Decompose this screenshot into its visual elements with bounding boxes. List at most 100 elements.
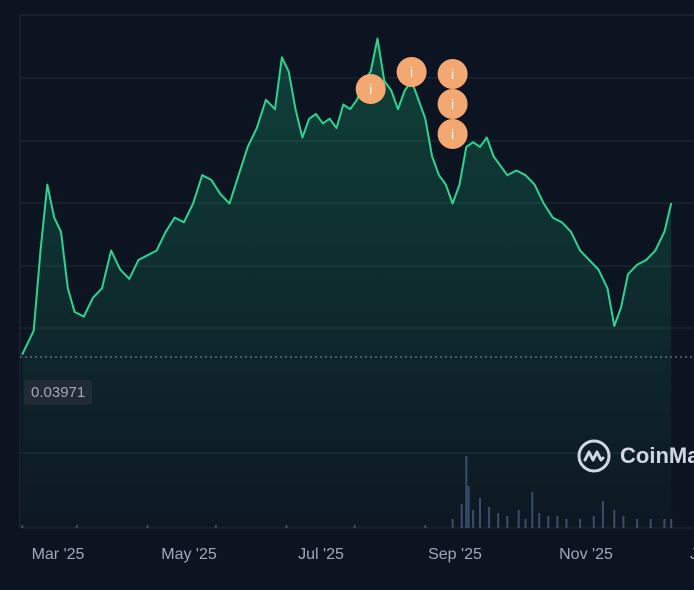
coinmarketcap-logo-icon bbox=[577, 439, 611, 473]
price-point-55 bbox=[451, 202, 454, 205]
price-point-29 bbox=[274, 108, 276, 110]
event-marker-2-1 bbox=[437, 89, 468, 119]
price-point-8 bbox=[83, 315, 85, 318]
price-point-58 bbox=[472, 141, 474, 143]
volume-bar-2 bbox=[146, 525, 149, 528]
price-point-57 bbox=[465, 146, 468, 148]
x-tick-label: J bbox=[690, 546, 694, 563]
price-point-31 bbox=[287, 70, 290, 73]
price-point-4 bbox=[53, 216, 55, 219]
price-point-76 bbox=[620, 306, 622, 309]
price-point-35 bbox=[315, 113, 317, 115]
coinmarketcap-watermark: CoinMa bbox=[576, 438, 694, 474]
volume-bar-10 bbox=[467, 486, 470, 528]
price-point-73 bbox=[597, 268, 600, 271]
volume-bar-13 bbox=[488, 507, 491, 528]
price-point-56 bbox=[458, 183, 461, 186]
volume-bar-14 bbox=[497, 513, 500, 528]
price-point-12 bbox=[119, 268, 121, 271]
volume-bar-20 bbox=[547, 516, 550, 528]
price-point-46 bbox=[390, 89, 393, 92]
price-point-62 bbox=[499, 165, 502, 167]
volume-bar-29 bbox=[649, 519, 652, 528]
price-point-80 bbox=[654, 249, 657, 252]
price-point-78 bbox=[636, 264, 638, 266]
event-marker-2-2 bbox=[437, 119, 468, 149]
price-point-69 bbox=[561, 221, 563, 224]
price-point-40 bbox=[349, 108, 352, 110]
price-point-59 bbox=[479, 146, 481, 148]
price-point-39 bbox=[342, 103, 345, 106]
volume-bar-24 bbox=[592, 516, 595, 528]
x-tick-label: Sep '25 bbox=[428, 546, 482, 563]
volume-bar-7 bbox=[451, 519, 454, 528]
price-point-13 bbox=[128, 278, 131, 280]
price-label: 0.03971 bbox=[24, 380, 93, 405]
x-tick-label: Mar '25 bbox=[32, 546, 85, 563]
volume-bar-25 bbox=[601, 501, 604, 528]
price-point-75 bbox=[613, 325, 616, 327]
price-point-63 bbox=[506, 174, 509, 176]
x-tick-label: Nov '25 bbox=[559, 546, 613, 563]
price-area-fill bbox=[22, 38, 672, 528]
price-point-50 bbox=[417, 99, 420, 101]
watermark-text: CoinMa bbox=[620, 443, 694, 468]
volume-bar-5 bbox=[353, 525, 356, 528]
price-point-1 bbox=[32, 329, 35, 332]
volume-bar-16 bbox=[517, 510, 520, 528]
price-point-25 bbox=[237, 174, 240, 176]
price-point-18 bbox=[174, 216, 176, 219]
price-point-38 bbox=[335, 127, 338, 129]
price-point-19 bbox=[183, 221, 185, 224]
price-point-44 bbox=[376, 37, 379, 40]
price-point-51 bbox=[424, 117, 427, 120]
volume-bar-21 bbox=[556, 516, 559, 528]
volume-bar-28 bbox=[636, 519, 639, 528]
price-point-22 bbox=[210, 179, 213, 181]
price-point-27 bbox=[255, 127, 258, 129]
volume-bar-9 bbox=[465, 456, 468, 528]
event-markers: ii iii bbox=[355, 57, 468, 149]
price-point-24 bbox=[228, 202, 231, 205]
price-point-11 bbox=[110, 249, 112, 252]
price-point-79 bbox=[645, 259, 647, 261]
volume-bar-3 bbox=[214, 525, 217, 528]
volume-bar-15 bbox=[506, 516, 509, 528]
price-point-36 bbox=[322, 122, 324, 125]
price-point-28 bbox=[265, 99, 267, 101]
volume-bars bbox=[21, 456, 673, 528]
volume-bar-26 bbox=[613, 510, 616, 528]
price-point-64 bbox=[515, 169, 518, 172]
x-tick-label: May '25 bbox=[161, 546, 217, 563]
price-point-9 bbox=[92, 297, 94, 299]
volume-bar-30 bbox=[663, 519, 666, 528]
price-point-32 bbox=[294, 108, 297, 110]
price-point-5 bbox=[60, 231, 62, 233]
x-tick-label: Jul '25 bbox=[298, 546, 344, 563]
event-marker-2-0 bbox=[437, 59, 468, 89]
event-marker-glyph-2-0: i bbox=[451, 66, 454, 82]
price-point-82 bbox=[670, 202, 672, 205]
volume-bar-22 bbox=[565, 519, 568, 528]
price-point-45 bbox=[383, 80, 386, 82]
price-point-61 bbox=[492, 155, 495, 158]
price-point-15 bbox=[146, 254, 149, 257]
price-point-34 bbox=[308, 117, 311, 120]
price-point-77 bbox=[627, 273, 629, 276]
price-point-74 bbox=[606, 287, 609, 290]
price-point-52 bbox=[431, 155, 433, 158]
price-area bbox=[22, 38, 672, 528]
volume-bar-23 bbox=[579, 519, 582, 528]
event-marker-0-0 bbox=[355, 74, 386, 104]
event-marker-1-0 bbox=[396, 57, 427, 87]
volume-bar-11 bbox=[472, 510, 475, 528]
price-point-47 bbox=[397, 108, 399, 110]
price-point-68 bbox=[552, 216, 554, 219]
price-points bbox=[21, 37, 672, 356]
price-point-6 bbox=[67, 287, 69, 290]
price-point-23 bbox=[219, 193, 222, 195]
event-marker-glyph-0-0: i bbox=[369, 81, 372, 97]
price-point-71 bbox=[579, 249, 581, 252]
price-point-81 bbox=[663, 231, 666, 233]
